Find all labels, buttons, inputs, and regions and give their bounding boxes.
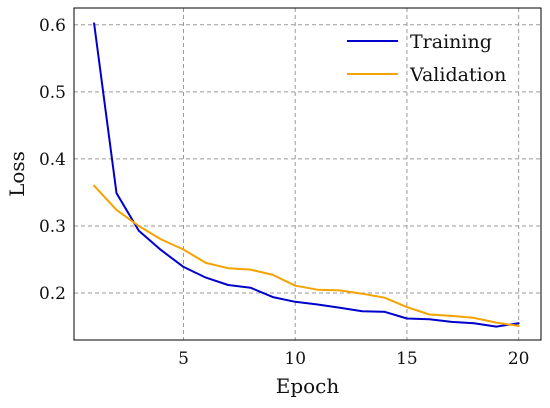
series-line-training — [93, 22, 520, 328]
series-line-validation — [93, 184, 520, 327]
y-tick-label: 0.5 — [39, 83, 66, 103]
plot-frame — [73, 7, 542, 341]
y-tick-labels: 0.2 0.3 0.4 0.5 0.6 — [39, 16, 66, 304]
y-tick-label: 0.4 — [39, 150, 66, 170]
y-tick-label: 0.6 — [39, 16, 66, 36]
y-tick-label: 0.3 — [39, 217, 66, 237]
series-layer — [93, 22, 520, 328]
legend: Training Validation — [347, 31, 506, 86]
y-tick-label: 0.2 — [39, 284, 66, 304]
x-tick-label: 15 — [396, 349, 418, 369]
legend-label-training: Training — [410, 31, 492, 53]
x-tick-label: 5 — [178, 349, 189, 369]
legend-label-validation: Validation — [409, 64, 506, 86]
x-axis-label: Epoch — [276, 374, 340, 398]
x-tick-label: 10 — [284, 349, 306, 369]
x-tick-labels: 5 10 15 20 — [178, 349, 529, 369]
y-axis-label: Loss — [5, 151, 29, 197]
x-tick-label: 20 — [508, 349, 530, 369]
